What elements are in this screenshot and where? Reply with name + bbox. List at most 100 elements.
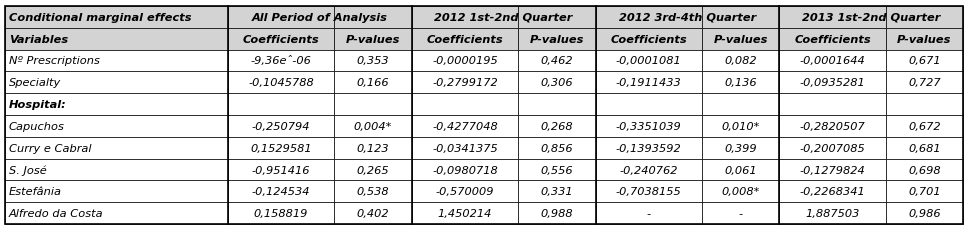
Bar (411, 116, 518, 137)
Bar (886, 72, 963, 94)
Bar (411, 50, 518, 72)
Text: 0,698: 0,698 (908, 165, 941, 175)
Bar (411, 137, 518, 159)
Text: 0,681: 0,681 (908, 143, 941, 153)
Bar (518, 29, 595, 50)
Bar (595, 181, 702, 202)
Bar (886, 50, 963, 72)
Bar (779, 202, 886, 224)
Bar (702, 159, 779, 181)
Text: 0,462: 0,462 (540, 56, 573, 66)
Bar (227, 116, 334, 137)
Text: Alfredo da Costa: Alfredo da Costa (9, 208, 104, 218)
Text: -0,0001081: -0,0001081 (616, 56, 681, 66)
Bar (334, 50, 411, 72)
Text: 0,986: 0,986 (908, 208, 941, 218)
Bar (779, 159, 886, 181)
Text: Coefficients: Coefficients (427, 34, 503, 45)
Bar (702, 116, 779, 137)
Bar (411, 202, 518, 224)
Text: 0,331: 0,331 (540, 186, 573, 197)
Bar (779, 29, 886, 50)
Text: 2012 1st-2nd Quarter: 2012 1st-2nd Quarter (435, 13, 573, 23)
Bar (227, 50, 334, 72)
Text: -0,1279824: -0,1279824 (800, 165, 865, 175)
Text: -0,2268341: -0,2268341 (800, 186, 865, 197)
Bar (595, 29, 702, 50)
Bar (334, 72, 411, 94)
Bar (227, 137, 334, 159)
Text: 2013 1st-2nd Quarter: 2013 1st-2nd Quarter (802, 13, 941, 23)
Bar (334, 29, 411, 50)
Bar (779, 72, 886, 94)
Text: -0,0980718: -0,0980718 (432, 165, 498, 175)
Bar (334, 94, 411, 116)
Bar (595, 94, 702, 116)
Bar (518, 50, 595, 72)
Text: -0,570009: -0,570009 (436, 186, 494, 197)
Text: 1,887503: 1,887503 (805, 208, 860, 218)
Text: -0,0341375: -0,0341375 (432, 143, 498, 153)
Text: -: - (647, 208, 650, 218)
Bar (702, 94, 779, 116)
Text: -0,250794: -0,250794 (252, 121, 311, 131)
Bar (886, 29, 963, 50)
Text: 0,556: 0,556 (540, 165, 573, 175)
Bar (5, 181, 227, 202)
Text: -: - (739, 208, 742, 218)
Bar (411, 159, 518, 181)
Bar (227, 181, 334, 202)
Bar (886, 159, 963, 181)
Bar (334, 181, 411, 202)
Text: -0,0001644: -0,0001644 (800, 56, 865, 66)
Text: -0,1911433: -0,1911433 (616, 78, 681, 88)
Text: Specialty: Specialty (9, 78, 61, 88)
Bar (702, 72, 779, 94)
Bar (779, 50, 886, 72)
Text: 0,004*: 0,004* (353, 121, 392, 131)
Bar (334, 202, 411, 224)
Bar (334, 7, 411, 29)
Bar (227, 29, 334, 50)
Text: -0,2799172: -0,2799172 (432, 78, 498, 88)
Text: 0,136: 0,136 (724, 78, 757, 88)
Bar (411, 94, 518, 116)
Bar (595, 137, 702, 159)
Text: Coefficients: Coefficients (611, 34, 687, 45)
Text: 0,399: 0,399 (724, 143, 757, 153)
Bar (5, 202, 227, 224)
Text: -0,7038155: -0,7038155 (616, 186, 681, 197)
Text: 0,402: 0,402 (356, 208, 389, 218)
Text: P-values: P-values (713, 34, 768, 45)
Bar (702, 7, 779, 29)
Text: 2012 3rd-4th Quarter: 2012 3rd-4th Quarter (619, 13, 756, 23)
Bar (702, 50, 779, 72)
Bar (779, 181, 886, 202)
Text: -0,240762: -0,240762 (620, 165, 678, 175)
Bar (411, 29, 518, 50)
Bar (411, 181, 518, 202)
Text: -0,124534: -0,124534 (252, 186, 311, 197)
Bar (334, 159, 411, 181)
Text: Nº Prescriptions: Nº Prescriptions (9, 56, 100, 66)
Text: Coefficients: Coefficients (794, 34, 871, 45)
Bar (886, 137, 963, 159)
Bar (518, 72, 595, 94)
Text: 0,010*: 0,010* (721, 121, 760, 131)
Bar (518, 94, 595, 116)
Bar (702, 29, 779, 50)
Text: 0,008*: 0,008* (721, 186, 760, 197)
Text: P-values: P-values (346, 34, 400, 45)
Text: -0,4277048: -0,4277048 (432, 121, 498, 131)
Bar (518, 137, 595, 159)
Bar (5, 7, 227, 29)
Text: Conditional marginal effects: Conditional marginal effects (9, 13, 192, 23)
Text: -9,36eˆ-06: -9,36eˆ-06 (251, 56, 312, 66)
Bar (5, 137, 227, 159)
Text: 0,082: 0,082 (724, 56, 757, 66)
Text: Coefficients: Coefficients (243, 34, 319, 45)
Text: 0,1529581: 0,1529581 (251, 143, 312, 153)
Bar (518, 116, 595, 137)
Text: 0,701: 0,701 (908, 186, 941, 197)
Text: 0,672: 0,672 (908, 121, 941, 131)
